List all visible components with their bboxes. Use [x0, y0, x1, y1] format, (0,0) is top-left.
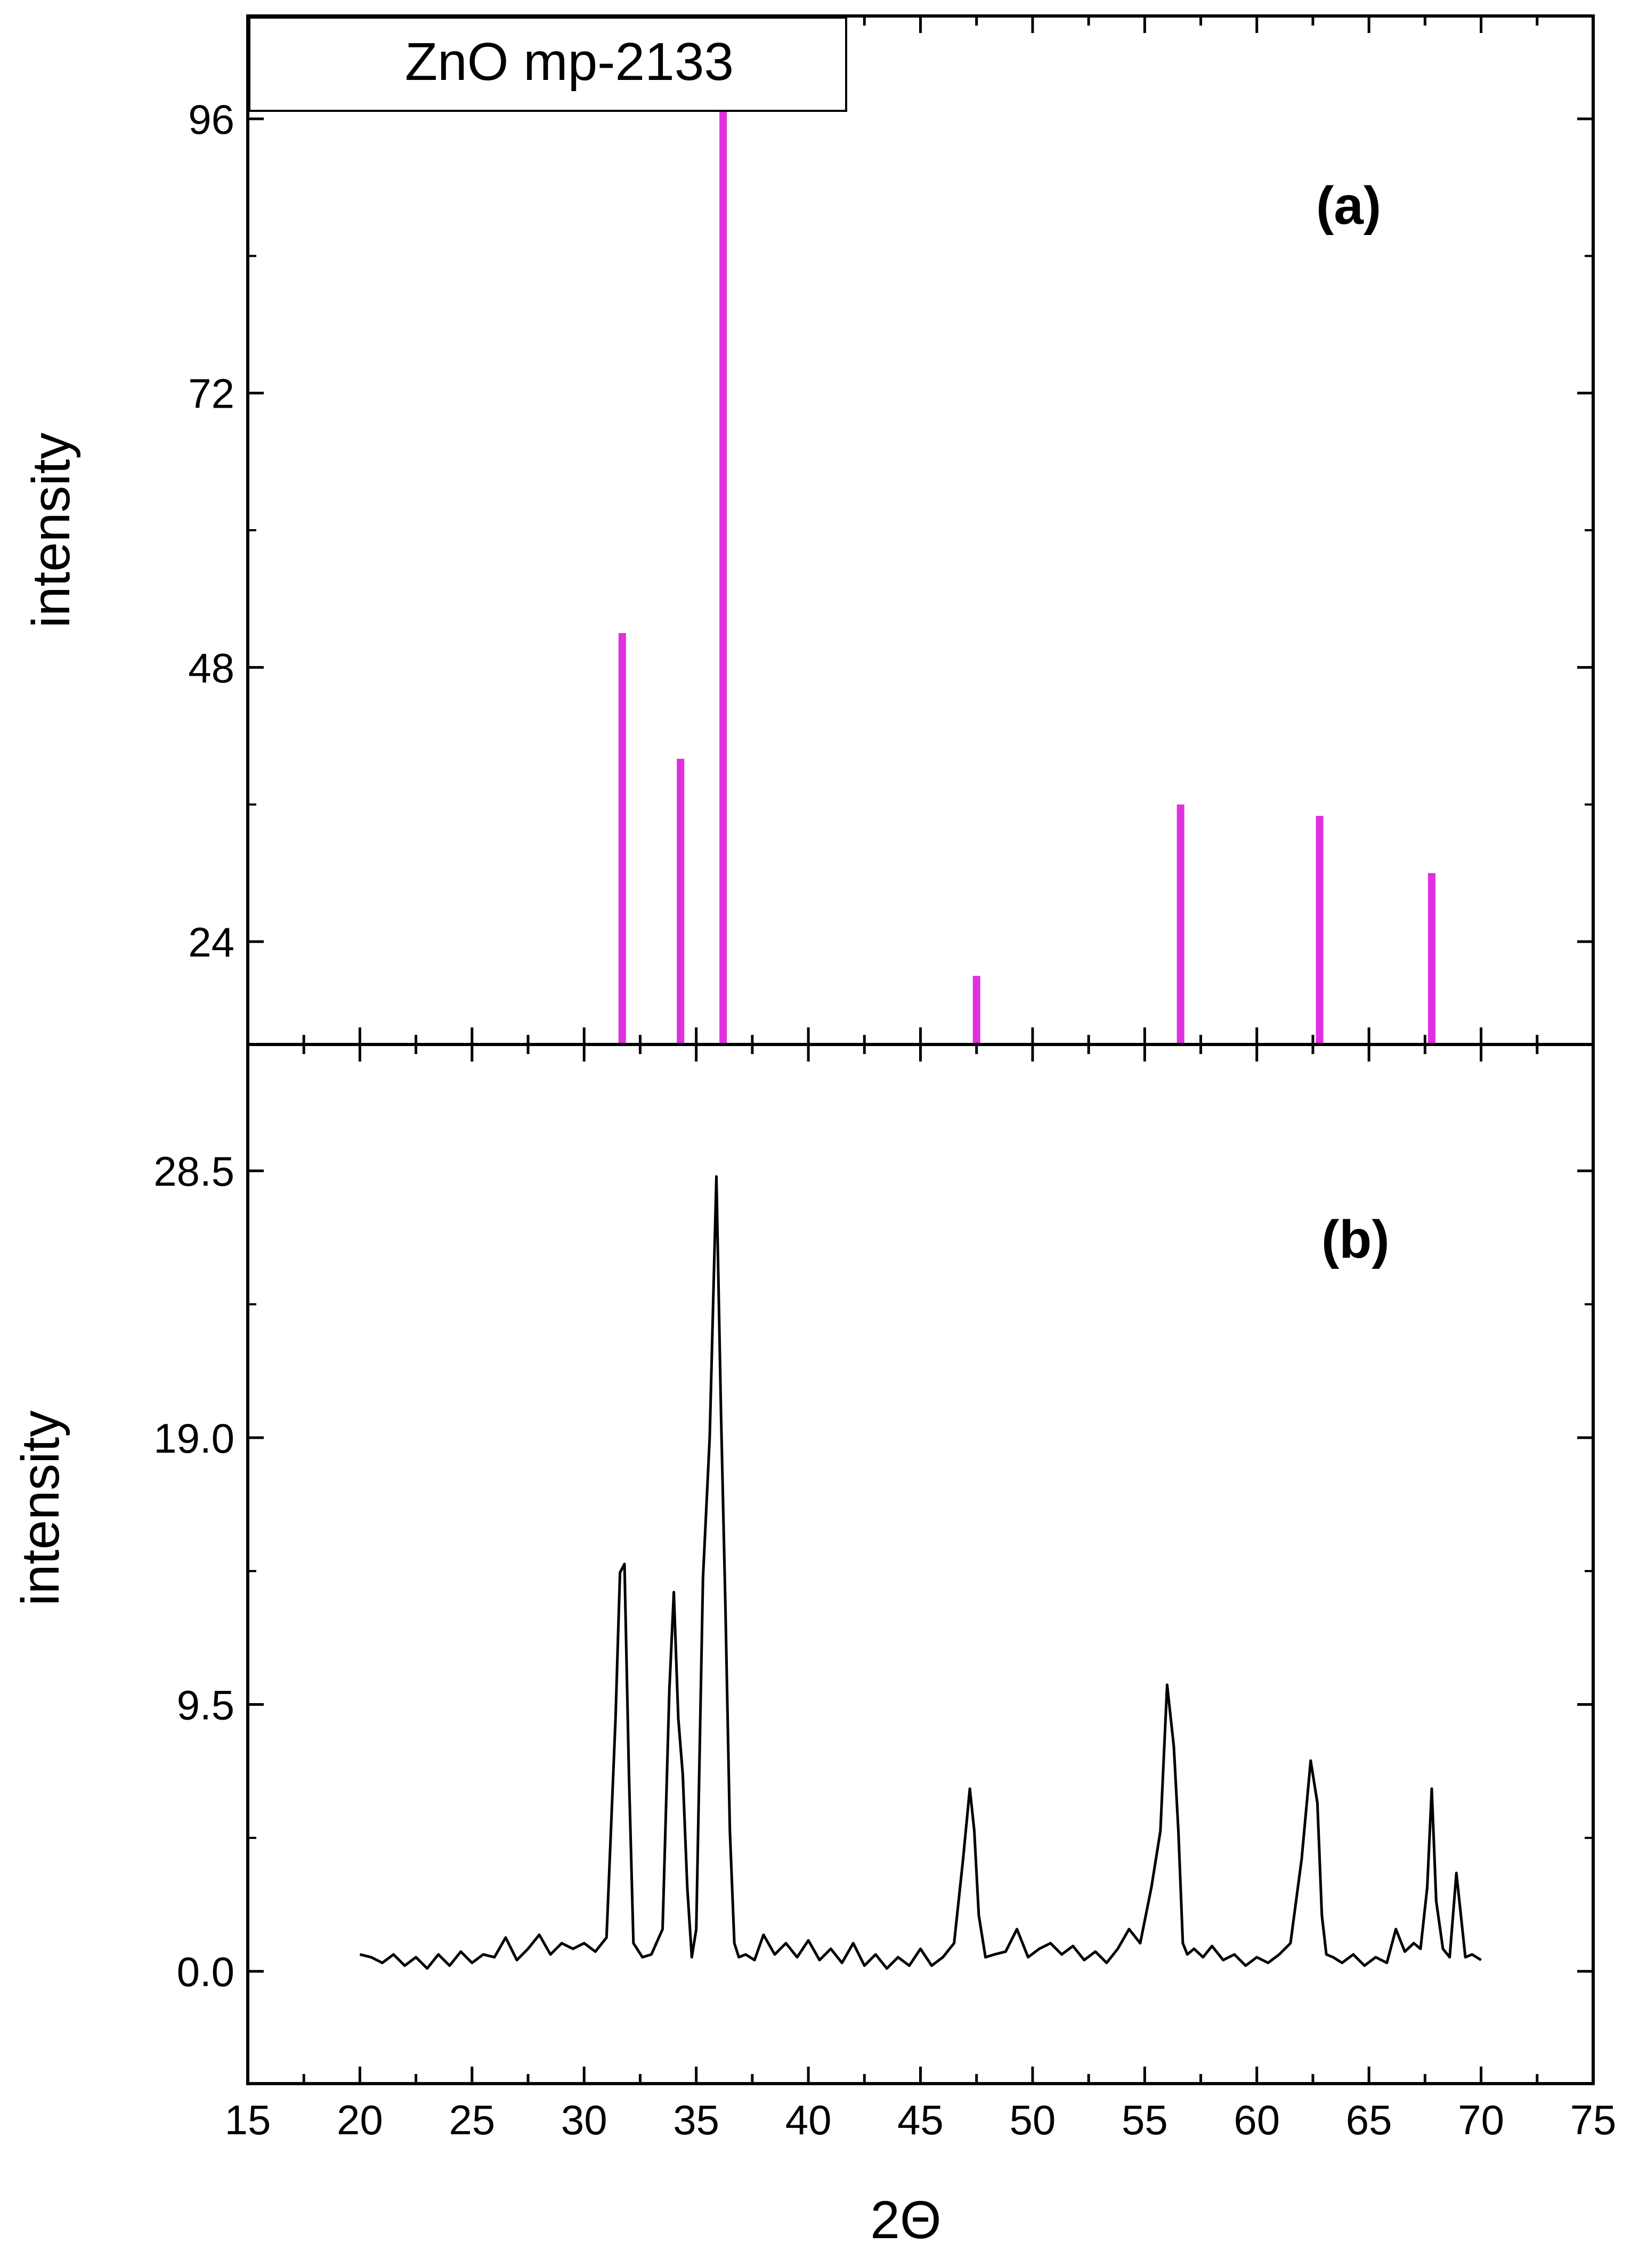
panel-b-x-tick-label: 65 — [1346, 2096, 1392, 2143]
panel-b-y-tick-label: 19.0 — [153, 1415, 234, 1462]
panel-b-x-tick-label: 30 — [561, 2096, 607, 2143]
panel-a-y-tick-label: 48 — [188, 644, 234, 691]
xrd-pattern-line — [359, 1175, 1482, 1970]
panel-a-y-axis-title: intensity — [21, 433, 81, 628]
panel-b-x-tick-label: 15 — [225, 2096, 271, 2143]
panel-b-x-tick-label: 50 — [1010, 2096, 1056, 2143]
panel-b-y-tick-label: 28.5 — [153, 1148, 234, 1195]
panel-a-tag: (a) — [1316, 176, 1381, 236]
panel-b-x-tick-label: 70 — [1458, 2096, 1504, 2143]
panel-a-y-tick-label: 96 — [188, 96, 234, 143]
panel-b-x-tick-label: 25 — [449, 2096, 495, 2143]
panel-b-x-ticks: 15 20 25 30 35 40 45 50 55 60 65 70 75 — [225, 1044, 1617, 2143]
panel-b-frame — [246, 1043, 1595, 2085]
legend-text: ZnO mp-2133 — [405, 32, 734, 92]
panel-b-y-tick-label: 0.0 — [177, 1948, 234, 1995]
panel-b-x-tick-label: 35 — [673, 2096, 719, 2143]
panel-a-bars — [618, 73, 1435, 1044]
x-axis-title: 2Θ — [870, 2190, 941, 2250]
panel-a-x-ticks — [246, 16, 1595, 1044]
panel-a: 24 48 72 96 intensity (a) ZnO mp-2133 — [21, 14, 1595, 1046]
panel-a-frame — [246, 14, 1595, 1046]
panel-a-y-ticks: 24 48 72 96 — [188, 96, 1593, 966]
panel-b-x-tick-label: 60 — [1234, 2096, 1280, 2143]
panel-b: 0.0 9.5 19.0 28.5 15 20 25 30 35 40 45 50 55 60 65 70 7… — [11, 1043, 1617, 2250]
panel-b-x-tick-label: 75 — [1570, 2096, 1617, 2143]
panel-b-x-tick-label: 45 — [897, 2096, 944, 2143]
panel-a-y-tick-label: 72 — [188, 370, 234, 417]
panel-b-y-axis-title: intensity — [11, 1411, 70, 1606]
panel-b-y-tick-label: 9.5 — [177, 1682, 234, 1729]
panel-b-x-tick-label: 55 — [1122, 2096, 1168, 2143]
panel-a-y-tick-label: 24 — [188, 919, 234, 966]
legend-box — [248, 17, 847, 112]
panel-b-x-tick-label: 40 — [785, 2096, 832, 2143]
panel-b-tag: (b) — [1321, 1210, 1390, 1269]
panel-b-y-ticks: 0.0 9.5 19.0 28.5 — [153, 1148, 1593, 1995]
panel-b-x-tick-label: 20 — [337, 2096, 383, 2143]
